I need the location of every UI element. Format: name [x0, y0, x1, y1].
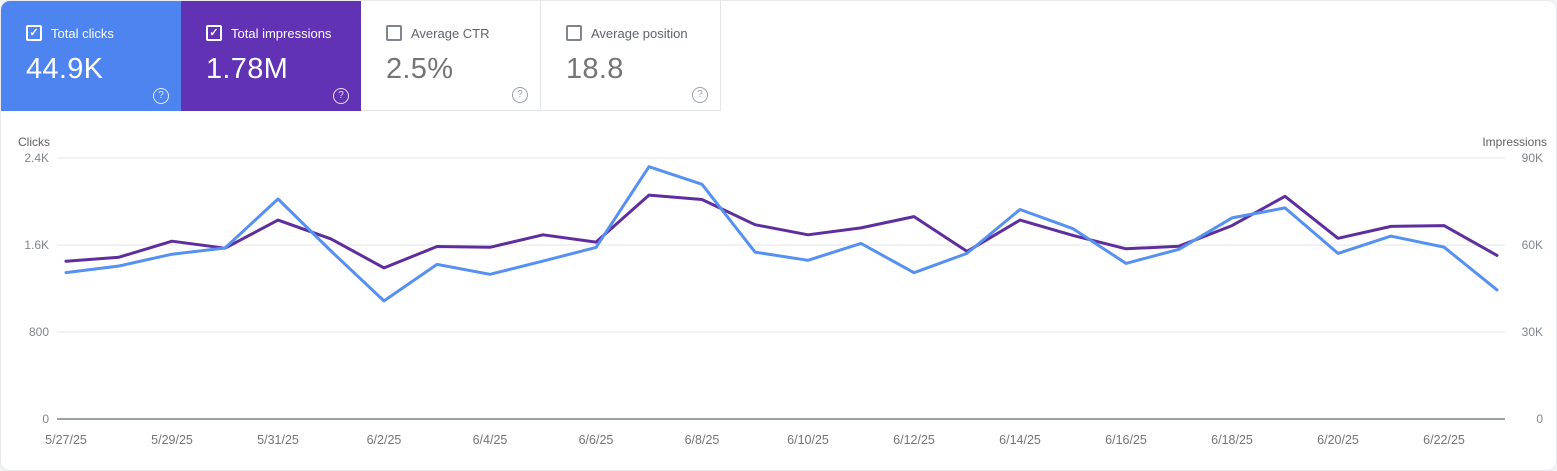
svg-text:6/10/25: 6/10/25 — [787, 433, 829, 447]
help-icon[interactable]: ? — [692, 87, 708, 103]
svg-text:Impressions: Impressions — [1482, 135, 1547, 149]
checkbox-unchecked-icon[interactable] — [386, 25, 402, 41]
svg-text:60K: 60K — [1522, 238, 1543, 252]
card-label: Total clicks — [51, 25, 114, 41]
checkbox-checked-icon[interactable]: ✓ — [26, 25, 42, 41]
metric-cards-row: ✓ Total clicks 44.9K ? ✓ Total impressio… — [1, 1, 1556, 111]
svg-text:6/20/25: 6/20/25 — [1317, 433, 1359, 447]
check-icon: ✓ — [209, 26, 219, 39]
svg-text:6/16/25: 6/16/25 — [1105, 433, 1147, 447]
question-glyph: ? — [338, 90, 344, 101]
check-icon: ✓ — [29, 26, 39, 39]
help-icon[interactable]: ? — [153, 88, 169, 104]
svg-text:6/22/25: 6/22/25 — [1423, 433, 1465, 447]
card-value: 18.8 — [566, 53, 624, 85]
svg-text:6/2/25: 6/2/25 — [367, 433, 402, 447]
card-label: Average CTR — [411, 25, 490, 41]
card-header: ✓ Total clicks — [26, 25, 181, 41]
card-value: 2.5% — [386, 53, 454, 85]
metric-card-average-ctr[interactable]: Average CTR 2.5% ? — [361, 1, 541, 111]
card-label: Total impressions — [231, 25, 332, 41]
svg-text:6/18/25: 6/18/25 — [1211, 433, 1253, 447]
question-glyph: ? — [158, 90, 164, 101]
svg-text:800: 800 — [29, 325, 49, 339]
svg-text:0: 0 — [1536, 412, 1543, 426]
x-axis-date-labels: 5/27/25 5/29/25 5/31/25 6/2/25 6/4/25 6/6/25 6… — [45, 433, 1465, 447]
card-header: Average position — [566, 25, 720, 41]
svg-text:5/27/25: 5/27/25 — [45, 433, 87, 447]
svg-text:1.6K: 1.6K — [24, 238, 49, 252]
question-glyph: ? — [697, 89, 703, 100]
svg-text:90K: 90K — [1522, 151, 1543, 165]
gridlines — [57, 157, 1505, 420]
svg-text:0: 0 — [42, 412, 49, 426]
svg-text:6/12/25: 6/12/25 — [893, 433, 935, 447]
svg-text:6/8/25: 6/8/25 — [685, 433, 720, 447]
card-header: ✓ Total impressions — [206, 25, 361, 41]
card-header: Average CTR — [386, 25, 540, 41]
metric-card-average-position[interactable]: Average position 18.8 ? — [541, 1, 721, 111]
question-glyph: ? — [517, 89, 523, 100]
metric-card-total-clicks[interactable]: ✓ Total clicks 44.9K ? — [1, 1, 181, 111]
impressions-line[interactable] — [64, 193, 1499, 270]
svg-text:5/29/25: 5/29/25 — [151, 433, 193, 447]
svg-text:Clicks: Clicks — [18, 135, 50, 149]
help-icon[interactable]: ? — [333, 88, 349, 104]
checkbox-checked-icon[interactable]: ✓ — [206, 25, 222, 41]
metric-card-total-impressions[interactable]: ✓ Total impressions 1.78M ? — [181, 1, 361, 111]
svg-text:6/14/25: 6/14/25 — [999, 433, 1041, 447]
card-value: 44.9K — [26, 53, 104, 85]
help-icon[interactable]: ? — [512, 87, 528, 103]
axis-labels: 0 800 1.6K 2.4K 0 30K 60K 90K Clicks Impressions — [18, 135, 1547, 426]
clicks-line[interactable] — [64, 165, 1499, 303]
svg-text:6/4/25: 6/4/25 — [473, 433, 508, 447]
card-label: Average position — [591, 25, 688, 41]
svg-text:5/31/25: 5/31/25 — [257, 433, 299, 447]
svg-text:30K: 30K — [1522, 325, 1543, 339]
card-value: 1.78M — [206, 53, 289, 85]
svg-text:6/6/25: 6/6/25 — [579, 433, 614, 447]
checkbox-unchecked-icon[interactable] — [566, 25, 582, 41]
svg-text:2.4K: 2.4K — [24, 151, 49, 165]
